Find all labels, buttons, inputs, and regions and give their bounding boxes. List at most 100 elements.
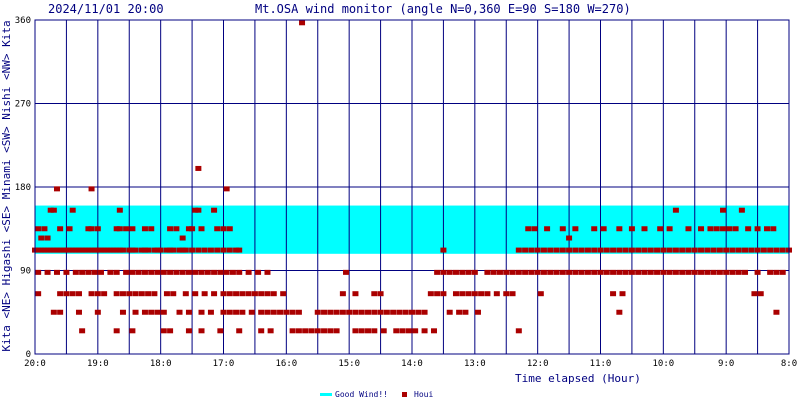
houi-point [198, 269, 205, 275]
houi-point [641, 269, 648, 275]
houi-point [405, 328, 412, 334]
houi-point [409, 309, 415, 315]
houi-point [308, 328, 315, 334]
houi-point [88, 247, 95, 253]
houi-point [110, 247, 117, 253]
houi-point [119, 291, 126, 297]
houi-point [704, 269, 711, 275]
houi-point [229, 269, 236, 275]
houi-point [459, 291, 466, 297]
houi-point [412, 328, 419, 334]
houi-point [141, 269, 148, 275]
houi-point [358, 309, 365, 315]
houi-point [280, 291, 287, 297]
houi-point [525, 226, 532, 232]
houi-point [85, 247, 92, 253]
houi-point [726, 226, 733, 232]
houi-point [321, 328, 328, 334]
houi-point [195, 165, 202, 171]
houi-point [132, 309, 139, 315]
houi-point [119, 309, 126, 315]
houi-point [170, 247, 177, 253]
houi-point [493, 291, 500, 297]
houi-point [198, 328, 205, 334]
houi-point [88, 186, 95, 192]
houi-point [452, 269, 459, 275]
houi-point [179, 247, 186, 253]
houi-point [53, 186, 60, 192]
houi-point [691, 269, 698, 275]
houi-point [44, 269, 51, 275]
houi-point [226, 291, 233, 297]
houi-point [415, 309, 422, 315]
houi-point [764, 226, 771, 232]
houi-point [75, 247, 82, 253]
houi-point [113, 291, 120, 297]
houi-point [553, 269, 560, 275]
houi-point [85, 269, 92, 275]
houi-point [365, 309, 372, 315]
houi-point [333, 309, 340, 315]
houi-point [619, 291, 626, 297]
houi-point [402, 309, 409, 315]
houi-point [233, 247, 240, 253]
houi-point [723, 247, 730, 253]
houi-point [129, 269, 136, 275]
houi-point [79, 269, 86, 275]
houi-point [295, 309, 302, 315]
houi-point [223, 186, 230, 192]
houi-point [91, 247, 98, 253]
houi-point [63, 247, 70, 253]
houi-point [167, 226, 174, 232]
houi-point [41, 226, 48, 232]
houi-point [50, 207, 57, 213]
houi-point [258, 328, 265, 334]
houi-point [572, 269, 579, 275]
houi-point [88, 291, 95, 297]
houi-point [528, 269, 535, 275]
houi-point [735, 247, 742, 253]
houi-point [35, 226, 42, 232]
legend-swatch-good-wind [320, 393, 332, 396]
houi-point [185, 269, 192, 275]
y-tick-label: 360 [15, 16, 31, 26]
houi-point [578, 247, 585, 253]
houi-point [622, 247, 629, 253]
houi-point [94, 309, 101, 315]
houi-point [226, 226, 233, 232]
houi-point [474, 309, 481, 315]
houi-point [154, 247, 161, 253]
houi-point [767, 269, 774, 275]
houi-point [421, 309, 428, 315]
houi-point [566, 235, 573, 241]
x-tick-label: 12:0 [527, 359, 549, 369]
houi-point [465, 269, 472, 275]
houi-point [289, 309, 296, 315]
houi-point [742, 247, 749, 253]
houi-point [672, 269, 679, 275]
houi-point [104, 247, 111, 253]
houi-point [745, 226, 752, 232]
houi-point [628, 247, 635, 253]
houi-point [534, 247, 541, 253]
houi-point [283, 309, 290, 315]
houi-point [547, 247, 554, 253]
houi-point [57, 226, 64, 232]
y-tick-labels: 0 90 180 270 360 [15, 16, 31, 360]
y-axis-title: Kita <NE> Higashi <SE> Minami <SW> Nishi… [0, 20, 13, 351]
houi-point [754, 269, 761, 275]
houi-point [465, 291, 472, 297]
x-tick-labels: 20:0 19:0 18:0 17:0 16:0 15:0 14:0 13:0 12:0 11:0… [24, 359, 797, 369]
houi-point [289, 328, 296, 334]
houi-point [195, 207, 202, 213]
houi-point [773, 247, 780, 253]
legend-label-houi: Houi [414, 390, 433, 399]
houi-point [148, 269, 155, 275]
houi-point [248, 309, 255, 315]
y-axis-label: Kita <NE> Higashi <SE> Minami <SW> Nishi… [0, 20, 13, 351]
houi-point [236, 247, 243, 253]
houi-point [211, 291, 218, 297]
houi-point [421, 328, 428, 334]
houi-point [666, 247, 673, 253]
